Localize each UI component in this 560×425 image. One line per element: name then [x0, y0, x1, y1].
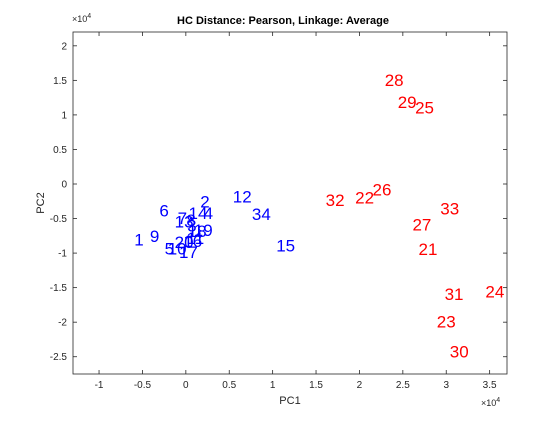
- data-point-label: 16: [183, 232, 202, 251]
- x-tick-label: -0.5: [134, 380, 152, 391]
- data-point-label: 1: [134, 230, 143, 249]
- data-point-label: 4: [204, 204, 213, 223]
- data-point-label: 7: [178, 209, 187, 228]
- data-point-label: 27: [412, 215, 431, 234]
- data-point-label: 34: [252, 205, 271, 224]
- x-ticks: -1 -0.5 0 0.5 1 1.5 2 2.5 3 3.5: [95, 32, 497, 391]
- data-point-label: 12: [233, 188, 252, 207]
- x-tick-label: 0: [183, 380, 189, 391]
- y-ticks: -2.5 -2 -1.5 -1 -0.5 0 0.5 1 1.5 2: [50, 41, 507, 363]
- y-tick-label: -1: [58, 249, 67, 260]
- x-tick-label: 3.5: [483, 380, 497, 391]
- data-point-label: 24: [485, 282, 504, 301]
- y-tick-label: -2.5: [50, 352, 68, 363]
- data-point-label: 29: [398, 93, 417, 112]
- x-tick-label: 0.5: [222, 380, 236, 391]
- x-tick-label: 1: [270, 380, 276, 391]
- y-exponent: ×104: [72, 13, 91, 24]
- data-point-label: 9: [150, 227, 159, 246]
- data-point-label: 28: [385, 71, 404, 90]
- y-tick-label: -1.5: [50, 283, 68, 294]
- x-exponent-power: 4: [496, 397, 500, 404]
- data-point-label: 21: [419, 240, 438, 259]
- data-point-label: 3: [187, 217, 196, 236]
- x-axis-label: PC1: [279, 395, 300, 407]
- x-exponent: ×104: [481, 397, 500, 408]
- data-point-label: 15: [276, 237, 295, 256]
- data-point-label: 31: [445, 285, 464, 304]
- data-point-label: 25: [415, 99, 434, 118]
- data-point-label: 32: [326, 191, 345, 210]
- x-tick-label: 2.5: [396, 380, 410, 391]
- y-tick-label: 2: [61, 41, 67, 52]
- data-point-label: 20: [175, 233, 194, 252]
- data-point-label: 6: [159, 201, 168, 220]
- y-tick-label: 1: [61, 110, 67, 121]
- y-tick-label: -2: [58, 318, 67, 329]
- data-point-label: 5: [165, 239, 174, 258]
- data-point-label: 23: [437, 313, 456, 332]
- y-tick-label: 1.5: [53, 76, 67, 87]
- data-point-label: 13: [175, 213, 194, 232]
- x-tick-label: 1.5: [309, 380, 323, 391]
- x-tick-label: -1: [95, 380, 104, 391]
- y-axis-label: PC2: [35, 192, 47, 213]
- data-point-label: 30: [450, 342, 469, 361]
- data-point-label: 22: [355, 188, 374, 207]
- y-tick-label: 0: [61, 180, 67, 191]
- data-point-label: 33: [440, 199, 459, 218]
- data-point-label: 8: [186, 211, 195, 230]
- y-tick-label: -0.5: [50, 214, 68, 225]
- y-tick-label: 0.5: [53, 145, 67, 156]
- y-exponent-power: 4: [87, 13, 91, 20]
- x-tick-label: 2: [357, 380, 363, 391]
- data-point-label: 18: [188, 222, 207, 241]
- data-point-label: 19: [194, 221, 213, 240]
- data-point-label: 26: [373, 181, 392, 200]
- x-tick-label: 3: [443, 380, 449, 391]
- data-point-label: 17: [179, 243, 198, 262]
- data-point-label: 10: [168, 239, 187, 258]
- data-point-label: 14: [189, 204, 208, 223]
- data-point-label: 11: [187, 229, 205, 248]
- chart-title: HC Distance: Pearson, Linkage: Average: [177, 15, 389, 27]
- data-point-label: 2: [200, 192, 209, 211]
- axes-frame: [72, 31, 508, 375]
